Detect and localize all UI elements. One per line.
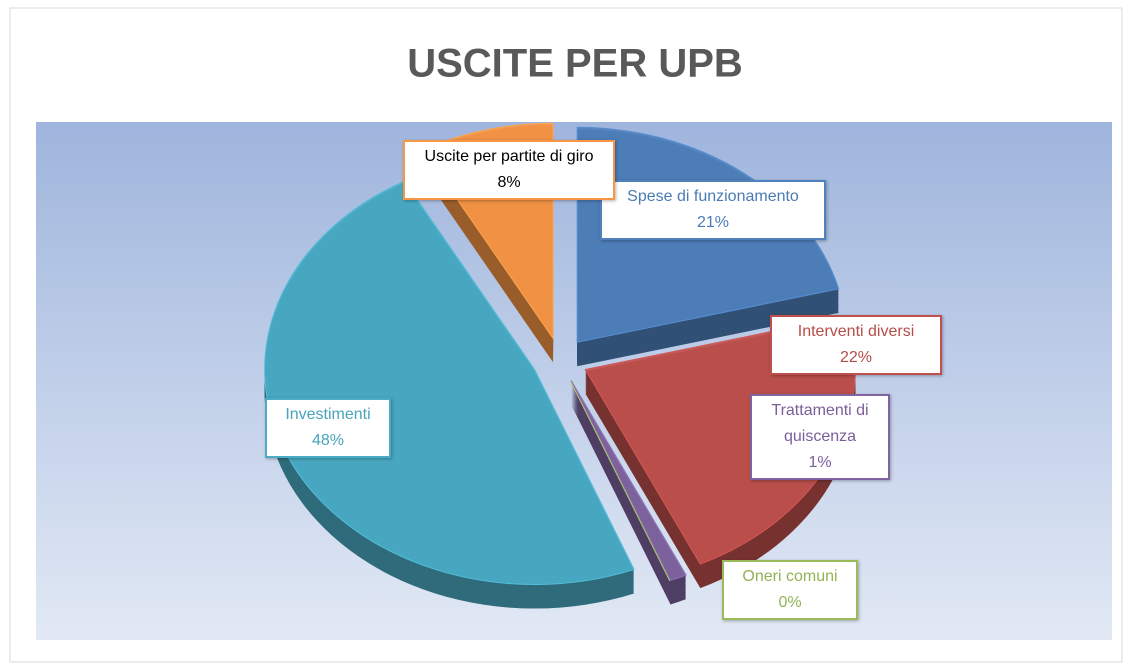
label-name: Oneri comuni xyxy=(742,568,838,585)
label-value: 0% xyxy=(778,594,802,611)
slice xyxy=(264,180,635,585)
label-value: 8% xyxy=(497,174,521,191)
slice xyxy=(570,380,687,582)
label-value: 22% xyxy=(839,349,873,366)
label-name: Interventi diversi xyxy=(797,323,915,340)
label-value: 21% xyxy=(696,214,730,231)
label-value: 1% xyxy=(808,454,832,471)
label-value: 48% xyxy=(311,432,345,449)
label-name: Uscite per partite di giro xyxy=(424,148,594,165)
data-label: Trattamenti di quiscenza 1% xyxy=(750,394,890,480)
label-name: Investimenti xyxy=(285,406,371,423)
data-label: Oneri comuni 0% xyxy=(722,560,858,620)
data-label: Uscite per partite di giro 8% xyxy=(403,140,615,200)
data-label: Spese di funzionamento 21% xyxy=(600,180,826,240)
data-label: Interventi diversi 22% xyxy=(770,315,942,375)
label-name: Trattamenti di quiscenza xyxy=(771,402,869,445)
label-name: Spese di funzionamento xyxy=(627,188,799,205)
chart-title: USCITE PER UPB xyxy=(407,42,743,86)
data-label: Investimenti 48% xyxy=(265,398,391,458)
